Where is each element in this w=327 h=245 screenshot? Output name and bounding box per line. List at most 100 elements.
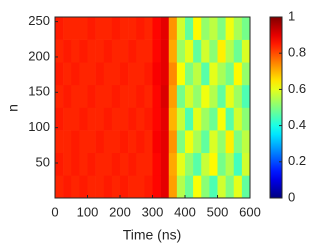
heatmap-cell [144,84,153,108]
y-axis-label: n [5,104,21,112]
heatmap-cell [233,130,243,154]
heatmap-cell [144,39,153,63]
heatmap-cell [87,175,96,199]
heatmap-cell [87,39,96,63]
heatmap-cell [111,62,121,86]
heatmap-cell [144,107,153,131]
x-axis-label: Time (ns) [123,227,182,243]
heatmap-cell [201,62,210,86]
heatmap-cell [79,107,88,131]
heatmap-cell [71,17,80,40]
heatmap-cell [95,107,105,131]
heatmap-cell [233,39,243,63]
heatmap-cell [233,175,243,199]
heatmap-cell [144,62,153,86]
heatmap-cell [233,84,243,108]
heatmap-cell [128,84,137,108]
heatmap-cell [241,84,251,108]
heatmap-cell [111,107,121,131]
heatmap-cell [120,39,129,63]
heatmap-cell [185,84,194,108]
heatmap-cell [79,152,88,176]
heatmap-cell [103,107,113,131]
x-tick-label: 200 [109,204,131,219]
heatmap-cell [71,152,80,176]
heatmap-cell [103,152,113,176]
heatmap-cell [63,152,72,176]
x-tick-label: 300 [142,204,164,219]
heatmap-cell [160,17,170,40]
heatmap-cell [152,62,161,86]
heatmap-cell [201,152,210,176]
heatmap-cell [160,62,170,86]
heatmap-cell [160,130,170,154]
heatmap-cell [233,152,243,176]
heatmap-cell [63,39,72,63]
heatmap-cell [128,17,137,40]
heatmap-cell [176,130,186,154]
heatmap-cell [128,130,137,154]
heatmap-cell [176,175,186,199]
heatmap-cell [185,130,194,154]
heatmap-cell [120,107,129,131]
heatmap-cell [79,175,88,199]
heatmap-cell [95,175,105,199]
heatmap-cell [144,130,153,154]
heatmap-cell [120,175,129,199]
heatmap-cell [136,107,145,131]
heatmap-cell [225,152,235,176]
heatmap-cell [193,84,202,108]
heatmap-cell [209,130,218,154]
heatmap-cell [225,39,235,63]
heatmap-cell [185,175,194,199]
heatmap-cell [176,17,186,40]
heatmap-cell [176,84,186,108]
heatmap-cell [241,62,251,86]
heatmap-cell [55,39,64,63]
colorbar-tick-label: 0.8 [288,45,306,60]
heatmap-cell [185,107,194,131]
heatmap-cell [152,130,161,154]
heatmap-cell [79,130,88,154]
heatmap-cell [128,175,137,199]
heatmap-cell [193,175,202,199]
heatmap-cell [241,152,251,176]
colorbar [269,16,283,199]
x-tick-label: 100 [77,204,99,219]
heatmap-cell [209,17,218,40]
heatmap-cell [103,62,113,86]
heatmap-cell [225,130,235,154]
heatmap-cell [111,130,121,154]
heatmap-cell [120,17,129,40]
heatmap-cell [217,175,226,199]
y-tick-label: 50 [36,154,50,169]
heatmap-cell [55,84,64,108]
heatmap-cell [209,39,218,63]
heatmap-cell [233,17,243,40]
heatmap-cell [111,39,121,63]
heatmap-cell [217,152,226,176]
heatmap-cell [185,39,194,63]
heatmap-cell [136,62,145,86]
heatmap-cell [225,84,235,108]
heatmap-cell [144,17,153,40]
heatmap-cell [71,130,80,154]
heatmap-cell [209,84,218,108]
x-tick-label: 600 [239,204,261,219]
heatmap-cell [103,17,113,40]
heatmap-cell [63,175,72,199]
heatmap-cell [136,39,145,63]
heatmap-cell [241,107,251,131]
heatmap-cell [160,152,170,176]
heatmap-cell [95,17,105,40]
heatmap-cell [79,84,88,108]
heatmap-cell [95,62,105,86]
heatmap-cell [225,17,235,40]
heatmap-cell [176,152,186,176]
y-tick-label: 150 [28,84,50,99]
heatmap-cell [233,107,243,131]
heatmap-cell [120,84,129,108]
heatmap-cell [209,175,218,199]
colorbar-tick-label: 1 [288,8,295,23]
heatmap-cell [55,130,64,154]
